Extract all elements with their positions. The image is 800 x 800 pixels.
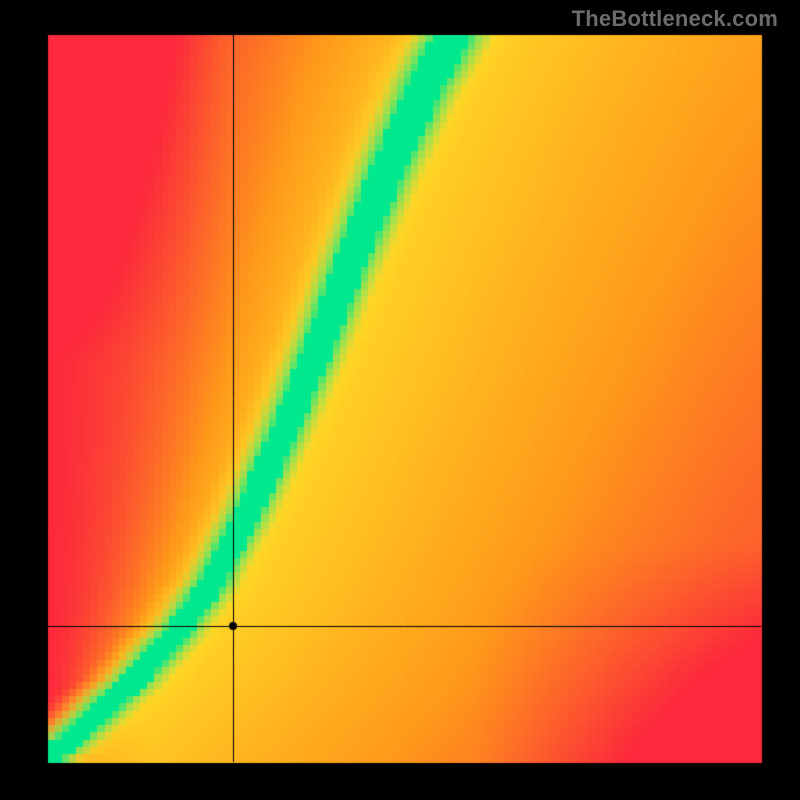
watermark-text: TheBottleneck.com <box>572 6 778 32</box>
heatmap-canvas <box>0 0 800 800</box>
chart-container: { "canvas": { "width": 800, "height": 80… <box>0 0 800 800</box>
